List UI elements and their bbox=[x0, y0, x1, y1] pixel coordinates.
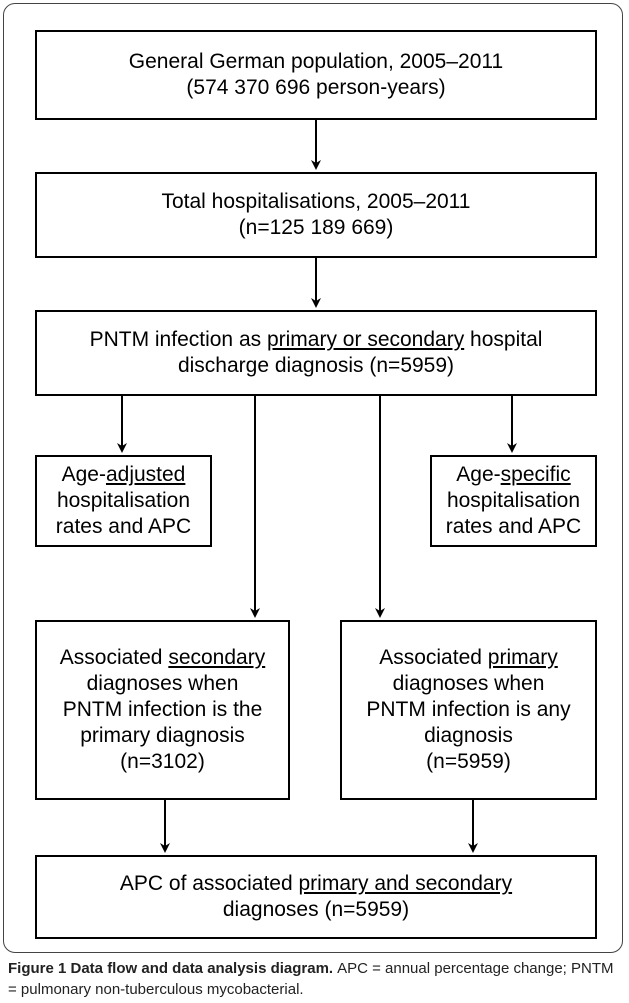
node-text: APC of associated bbox=[119, 872, 299, 895]
node-line: (n=5959) bbox=[426, 749, 511, 775]
node-box: PNTM infection as primary or secondary h… bbox=[35, 310, 597, 396]
figure-frame bbox=[3, 3, 623, 953]
node-line: diagnoses when bbox=[393, 671, 545, 697]
node-box: Total hospitalisations, 2005–2011 (n=125 … bbox=[35, 172, 597, 258]
node-text: discharge diagnosis (n=5959) bbox=[177, 354, 455, 377]
node-text: General German population, 2005–2011 bbox=[128, 50, 504, 73]
node-line: Associated primary bbox=[379, 645, 558, 671]
node-line: hospitalisation bbox=[57, 488, 190, 514]
node-text: diagnoses when bbox=[86, 672, 239, 695]
node-box: Associated primary diagnoses when PNTM inf… bbox=[340, 620, 597, 800]
node-line: Age-adjusted bbox=[62, 462, 186, 488]
node-text: hospitalisation bbox=[56, 489, 191, 512]
node-line: Total hospitalisations, 2005–2011 bbox=[161, 189, 470, 215]
caption-text: APC = annual percentage change; PNTM = p… bbox=[8, 960, 614, 998]
node-line: Age-specific bbox=[456, 462, 570, 488]
node-text: PNTM infection is any bbox=[366, 698, 571, 721]
node-text: (n=5959) bbox=[426, 750, 511, 773]
node-text: hospital bbox=[464, 328, 543, 351]
node-text: primary bbox=[487, 646, 558, 669]
node-line: diagnoses (n=5959) bbox=[223, 897, 409, 923]
node-text: PNTM infection as bbox=[89, 328, 267, 351]
node-line: primary diagnosis bbox=[80, 723, 245, 749]
node-text: specific bbox=[500, 463, 571, 486]
node-line: General German population, 2005–2011 bbox=[129, 49, 503, 75]
node-text: Age- bbox=[61, 463, 106, 486]
node-box: Age-specific hospitalisation rates and APC bbox=[430, 455, 597, 547]
node-text: rates and APC bbox=[55, 515, 192, 538]
node-text: adjusted bbox=[105, 463, 186, 486]
node-text: hospitalisation bbox=[446, 489, 581, 512]
node-line: diagnoses when bbox=[87, 671, 239, 697]
node-box: Associated secondary diagnoses when PNTM i… bbox=[35, 620, 290, 800]
node-line: discharge diagnosis (n=5959) bbox=[178, 353, 454, 379]
node-text: PNTM infection is the bbox=[62, 698, 263, 721]
node-text: primary diagnosis bbox=[80, 724, 245, 747]
node-line: APC of associated primary and secondary bbox=[120, 871, 512, 897]
node-text: primary and secondary bbox=[298, 872, 513, 895]
node-text: rates and APC bbox=[445, 515, 582, 538]
node-text: (n=3102) bbox=[120, 750, 205, 773]
node-text: Associated bbox=[59, 646, 169, 669]
node-text: primary or secondary bbox=[266, 328, 465, 351]
node-box: General German population, 2005–2011 (574… bbox=[35, 30, 597, 120]
node-line: hospitalisation bbox=[447, 488, 580, 514]
node-line: rates and APC bbox=[446, 514, 581, 540]
node-box: Age-adjusted hospitalisation rates and APC bbox=[35, 455, 212, 547]
node-text: Total hospitalisations, 2005–2011 bbox=[161, 190, 471, 213]
caption-title: Figure 1 Data flow and data analysis dia… bbox=[8, 960, 334, 977]
node-text: diagnosis bbox=[424, 724, 513, 747]
node-line: (n=125 189 669) bbox=[239, 215, 394, 241]
node-line: diagnosis bbox=[424, 723, 513, 749]
node-text: diagnoses (n=5959) bbox=[222, 898, 410, 921]
node-line: rates and APC bbox=[56, 514, 191, 540]
node-line: (574 370 696 person-years) bbox=[186, 75, 445, 101]
node-line: (n=3102) bbox=[120, 749, 205, 775]
node-line: PNTM infection is the bbox=[63, 697, 263, 723]
node-text: (n=125 189 669) bbox=[238, 216, 394, 239]
node-text: secondary bbox=[168, 646, 266, 669]
node-line: Associated secondary bbox=[60, 645, 265, 671]
node-line: PNTM infection is any bbox=[366, 697, 570, 723]
caption: Figure 1 Data flow and data analysis dia… bbox=[8, 958, 623, 1000]
node-text: diagnoses when bbox=[392, 672, 545, 695]
node-text: (574 370 696 person-years) bbox=[186, 76, 446, 99]
node-box: APC of associated primary and secondary d… bbox=[35, 855, 597, 939]
node-text: Associated bbox=[379, 646, 488, 669]
node-line: PNTM infection as primary or secondary h… bbox=[90, 327, 543, 353]
node-text: Age- bbox=[456, 463, 501, 486]
